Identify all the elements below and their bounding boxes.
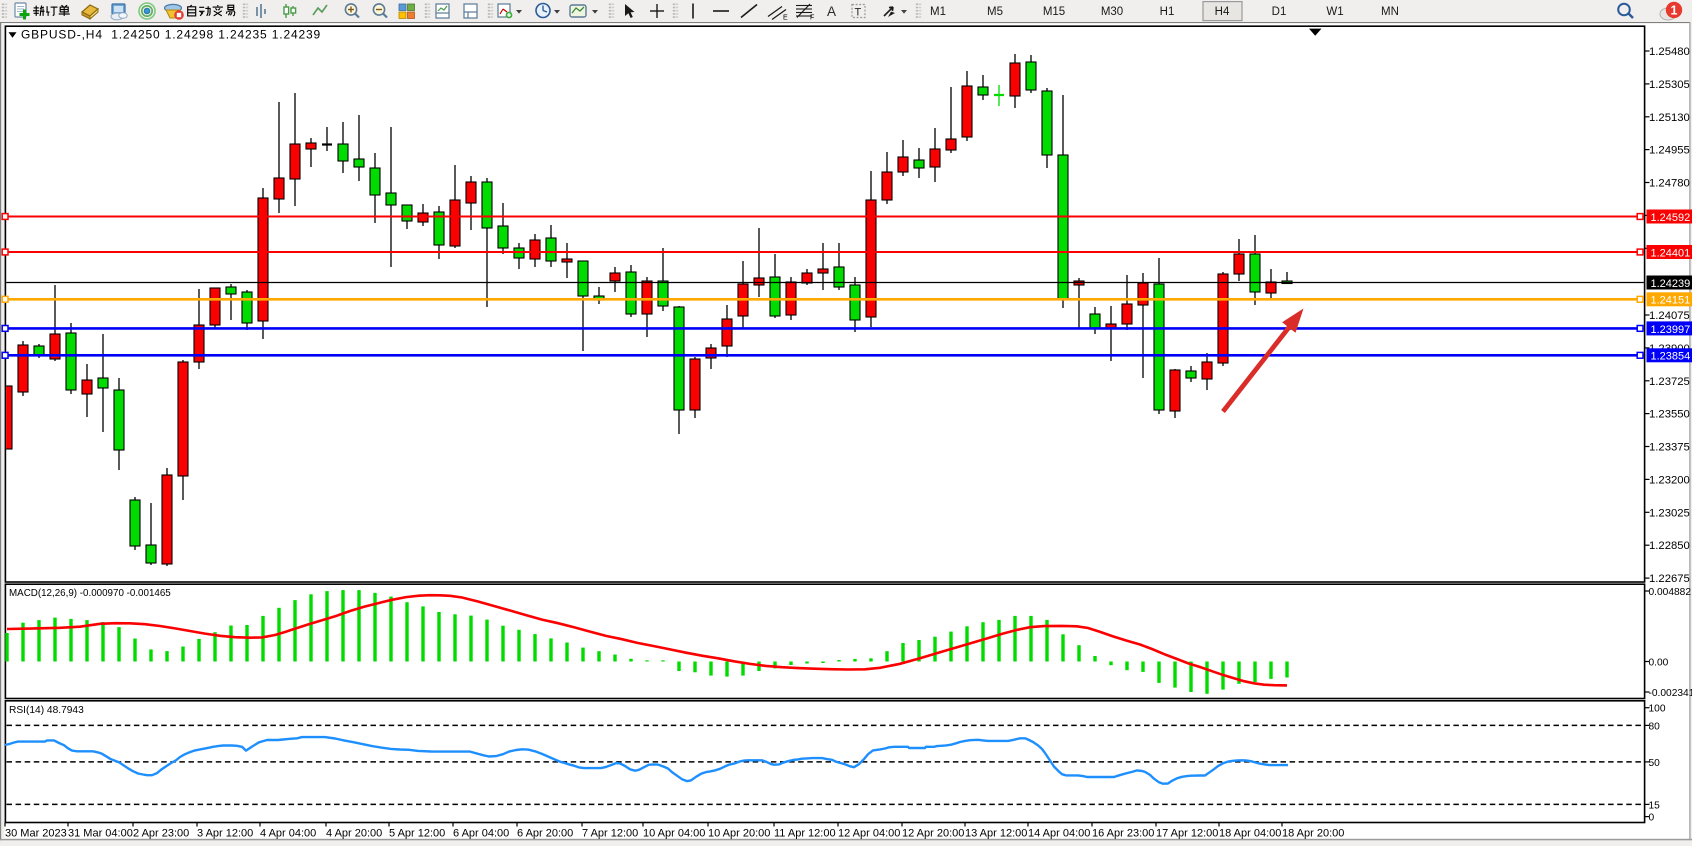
svg-text:A: A <box>827 4 836 19</box>
svg-text:H1: H1 <box>1160 6 1175 18</box>
svg-text:MACD(12,26,9) -0.000970 -0.001: MACD(12,26,9) -0.000970 -0.001465 <box>9 588 171 599</box>
svg-text:6 Apr 20:00: 6 Apr 20:00 <box>517 828 573 840</box>
svg-text:1.24955: 1.24955 <box>1649 145 1690 157</box>
svg-text:1.25305: 1.25305 <box>1649 79 1690 91</box>
svg-text:1.24151: 1.24151 <box>1651 295 1691 307</box>
svg-text:-0.002341: -0.002341 <box>1649 688 1692 699</box>
svg-text:31 Mar 04:00: 31 Mar 04:00 <box>68 828 133 840</box>
svg-text:10 Apr 20:00: 10 Apr 20:00 <box>708 828 770 840</box>
svg-text:100: 100 <box>1649 704 1666 715</box>
svg-text:T: T <box>855 7 862 19</box>
svg-text:1.25130: 1.25130 <box>1649 112 1690 124</box>
svg-text:1.25480: 1.25480 <box>1649 46 1690 58</box>
svg-text:4 Apr 20:00: 4 Apr 20:00 <box>326 828 382 840</box>
svg-text:3 Apr 12:00: 3 Apr 12:00 <box>197 828 253 840</box>
svg-text:18 Apr 04:00: 18 Apr 04:00 <box>1219 828 1281 840</box>
svg-text:1.24239: 1.24239 <box>1651 278 1691 290</box>
svg-text:RSI(14) 48.7943: RSI(14) 48.7943 <box>9 705 84 716</box>
svg-text:1.23997: 1.23997 <box>1651 324 1691 336</box>
svg-text:11 Apr 12:00: 11 Apr 12:00 <box>774 828 836 840</box>
svg-text:1.22850: 1.22850 <box>1649 540 1690 552</box>
svg-text:13 Apr 12:00: 13 Apr 12:00 <box>965 828 1027 840</box>
svg-text:1.23550: 1.23550 <box>1649 409 1690 421</box>
svg-text:1.23025: 1.23025 <box>1649 507 1690 519</box>
svg-text:M5: M5 <box>987 6 1003 18</box>
svg-text:17 Apr 12:00: 17 Apr 12:00 <box>1156 828 1218 840</box>
svg-text:1: 1 <box>1671 4 1678 18</box>
svg-text:1.24592: 1.24592 <box>1651 212 1691 224</box>
svg-text:1.23854: 1.23854 <box>1651 351 1691 363</box>
svg-text:5 Apr 12:00: 5 Apr 12:00 <box>389 828 445 840</box>
svg-text:M1: M1 <box>930 6 946 18</box>
svg-text:1.23375: 1.23375 <box>1649 442 1690 454</box>
svg-text:4 Apr 04:00: 4 Apr 04:00 <box>260 828 316 840</box>
svg-text:15: 15 <box>1649 800 1661 811</box>
svg-text:10 Apr 04:00: 10 Apr 04:00 <box>643 828 705 840</box>
svg-text:16 Apr 23:00: 16 Apr 23:00 <box>1092 828 1154 840</box>
svg-text:W1: W1 <box>1326 6 1343 18</box>
svg-text:1.24075: 1.24075 <box>1649 310 1690 322</box>
svg-text:1.23725: 1.23725 <box>1649 376 1690 388</box>
svg-text:80: 80 <box>1649 721 1661 732</box>
svg-text:0.00: 0.00 <box>1649 658 1669 669</box>
svg-text:1.22675: 1.22675 <box>1649 573 1690 585</box>
svg-text:18 Apr 20:00: 18 Apr 20:00 <box>1282 828 1344 840</box>
svg-text:D1: D1 <box>1272 6 1287 18</box>
svg-text:50: 50 <box>1649 758 1661 769</box>
svg-text:M30: M30 <box>1101 6 1123 18</box>
svg-text:0.004882: 0.004882 <box>1649 587 1692 598</box>
svg-text:14 Apr 04:00: 14 Apr 04:00 <box>1028 828 1090 840</box>
svg-text:1.23200: 1.23200 <box>1649 474 1690 486</box>
svg-text:6 Apr 04:00: 6 Apr 04:00 <box>453 828 509 840</box>
svg-text:12 Apr 20:00: 12 Apr 20:00 <box>902 828 964 840</box>
svg-text:12 Apr 04:00: 12 Apr 04:00 <box>838 828 900 840</box>
svg-text:1.24780: 1.24780 <box>1649 178 1690 190</box>
svg-text:2 Apr 23:00: 2 Apr 23:00 <box>133 828 189 840</box>
svg-text:0: 0 <box>1649 813 1655 824</box>
svg-text:H4: H4 <box>1215 6 1230 18</box>
svg-text:GBPUSD-,H4 1.24250 1.24298 1.: GBPUSD-,H4 1.24250 1.24298 1.24235 1.242… <box>21 28 321 42</box>
svg-text:M15: M15 <box>1043 6 1065 18</box>
svg-text:E: E <box>783 15 788 22</box>
svg-text:7 Apr 12:00: 7 Apr 12:00 <box>582 828 638 840</box>
svg-text:F: F <box>810 15 814 22</box>
svg-text:MN: MN <box>1381 6 1399 18</box>
svg-text:1.24401: 1.24401 <box>1651 247 1691 259</box>
svg-text:30 Mar 2023: 30 Mar 2023 <box>5 828 67 840</box>
